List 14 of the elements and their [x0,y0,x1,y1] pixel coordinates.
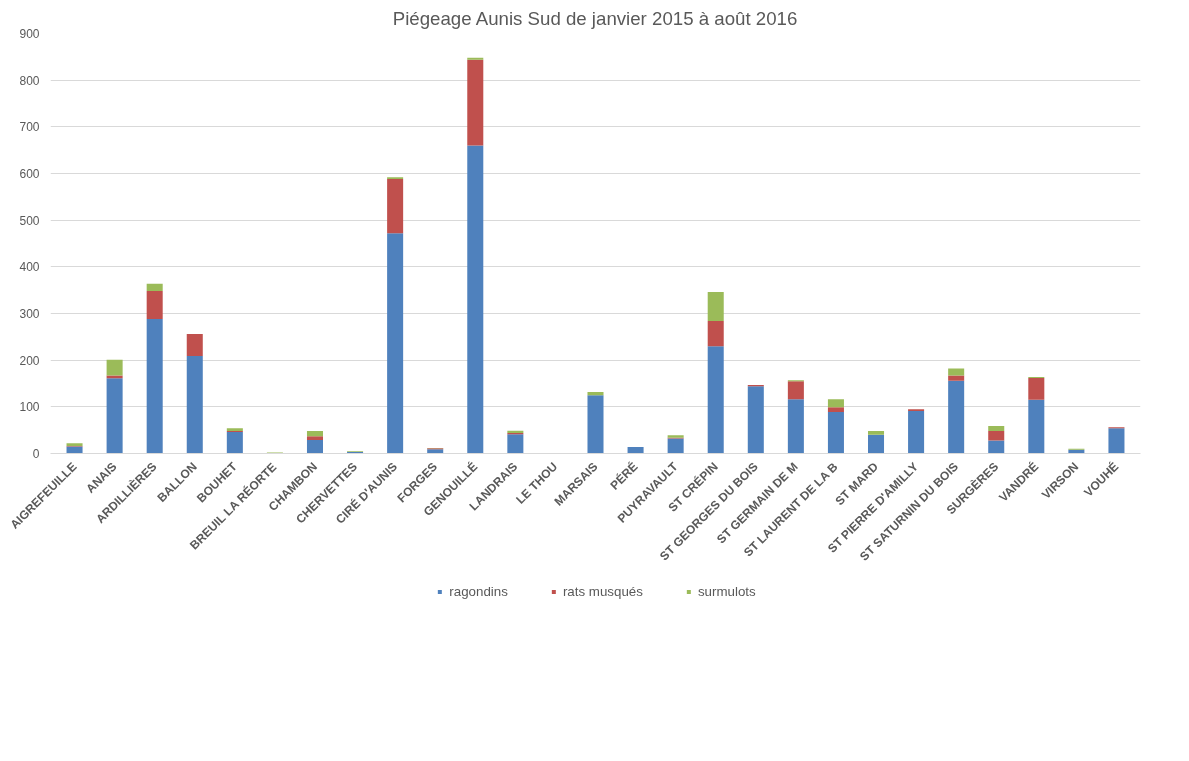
y-tick-label: 0 [32,447,40,461]
chart-title: Piégeage Aunis Sud de janvier 2015 à août 2016 [392,7,798,29]
y-tick-label: 100 [19,400,40,415]
y-tick-label: 600 [19,167,40,181]
y-tick-label: 700 [19,120,40,135]
legend-label: rats musqués [562,583,643,599]
y-tick-label: 900 [19,27,40,41]
y-tick-label: 800 [19,73,40,88]
y-tick-label: 400 [19,260,40,275]
y-tick-label: 500 [19,213,40,228]
legend-label: ragondins [449,583,508,599]
y-tick-label: 300 [19,307,40,321]
legend-label: surmulots [697,583,756,599]
y-tick-label: 200 [19,353,40,368]
